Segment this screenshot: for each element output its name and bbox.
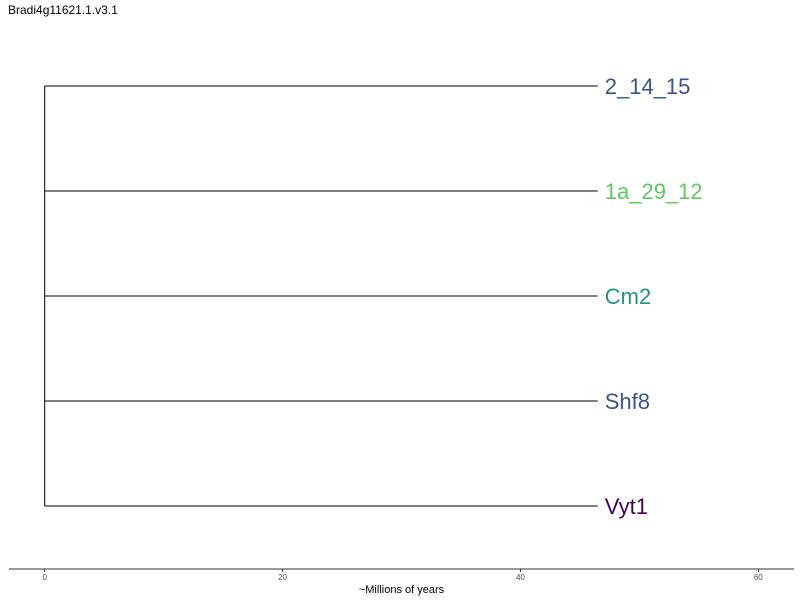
x-axis-title: ~Millions of years bbox=[359, 584, 445, 596]
chart-title: Bradi4g11621.1.v3.1 bbox=[8, 3, 118, 17]
branch-group bbox=[44, 85, 598, 507]
x-tick-label-0: 0 bbox=[42, 573, 47, 582]
x-axis: 0 20 40 60 bbox=[9, 568, 794, 582]
x-tick-label-60: 60 bbox=[754, 573, 763, 582]
tip-label-Vyt1: Vyt1 bbox=[605, 494, 648, 519]
tip-label-Shf8: Shf8 bbox=[605, 389, 650, 414]
tip-label-Cm2: Cm2 bbox=[605, 284, 651, 309]
tip-label-1a_29_12: 1a_29_12 bbox=[605, 179, 703, 204]
x-tick-label-20: 20 bbox=[278, 573, 287, 582]
tip-label-2_14_15: 2_14_15 bbox=[605, 74, 691, 99]
x-tick-label-40: 40 bbox=[516, 573, 525, 582]
tip-label-group: 2_14_15 1a_29_12 Cm2 Shf8 Vyt1 bbox=[605, 74, 703, 519]
